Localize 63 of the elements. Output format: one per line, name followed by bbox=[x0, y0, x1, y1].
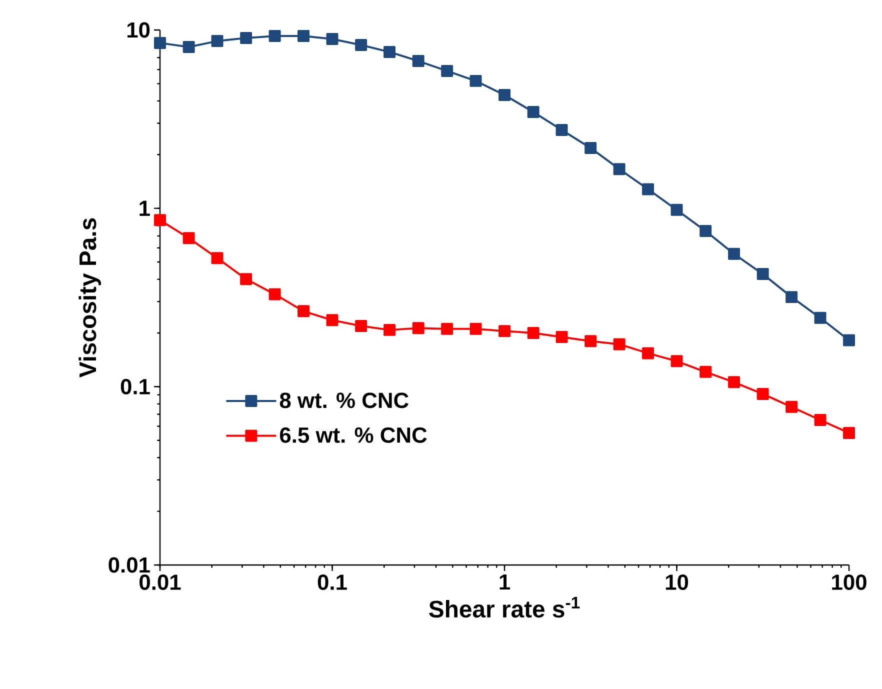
legend-label: 8 wt. % CNC bbox=[280, 392, 408, 408]
point bbox=[470, 74, 482, 87]
point bbox=[182, 40, 195, 53]
point bbox=[498, 89, 511, 101]
x-axis-title: Shear rate s$^{-1}$ bbox=[429, 596, 580, 618]
point bbox=[843, 426, 856, 439]
point bbox=[298, 305, 310, 318]
point bbox=[556, 330, 568, 343]
point bbox=[584, 335, 597, 348]
point bbox=[814, 312, 826, 324]
point bbox=[527, 326, 540, 339]
point bbox=[786, 400, 798, 413]
point bbox=[498, 325, 511, 338]
point bbox=[182, 232, 195, 244]
point bbox=[240, 273, 252, 286]
y-tick-label: 1 bbox=[140, 200, 150, 216]
point bbox=[613, 338, 626, 350]
point bbox=[786, 291, 798, 304]
point bbox=[298, 30, 310, 42]
x-tick-label: 0.01 bbox=[140, 574, 181, 590]
point bbox=[584, 142, 597, 154]
point bbox=[700, 225, 712, 238]
y-tick-label: 10 bbox=[127, 22, 150, 38]
point bbox=[642, 183, 654, 196]
point bbox=[670, 355, 683, 368]
point bbox=[326, 33, 338, 46]
point bbox=[556, 124, 568, 136]
point bbox=[240, 32, 252, 44]
point bbox=[843, 334, 856, 346]
y-tick-label: 0.1 bbox=[120, 378, 150, 394]
point bbox=[355, 320, 368, 332]
y-axis-title: Viscosity Pa.s bbox=[78, 218, 101, 378]
point bbox=[613, 163, 626, 176]
point bbox=[211, 35, 224, 48]
point bbox=[700, 366, 712, 378]
point bbox=[728, 376, 740, 388]
point bbox=[412, 55, 424, 68]
point bbox=[268, 288, 281, 300]
point bbox=[268, 30, 281, 42]
point bbox=[814, 414, 826, 426]
point bbox=[384, 324, 396, 336]
point bbox=[670, 204, 683, 216]
point bbox=[642, 347, 654, 360]
point bbox=[412, 322, 424, 334]
y-tick-label: 0.01 bbox=[108, 557, 150, 573]
point bbox=[728, 248, 740, 260]
point bbox=[355, 38, 368, 51]
point bbox=[211, 252, 224, 264]
x-tick-label: 100 bbox=[832, 574, 866, 590]
point bbox=[756, 388, 769, 400]
legend-label: 6.5 wt. % CNC bbox=[280, 427, 427, 443]
point bbox=[384, 46, 396, 58]
x-tick-label: 10 bbox=[666, 574, 688, 590]
x-tick-label: 0.1 bbox=[318, 574, 347, 590]
x-tick-label: 1 bbox=[500, 574, 510, 590]
point bbox=[441, 64, 454, 77]
point bbox=[441, 322, 454, 335]
point bbox=[154, 36, 166, 49]
point bbox=[756, 268, 769, 280]
point bbox=[527, 106, 540, 118]
point bbox=[326, 314, 338, 326]
point bbox=[470, 322, 482, 335]
point bbox=[154, 214, 166, 226]
